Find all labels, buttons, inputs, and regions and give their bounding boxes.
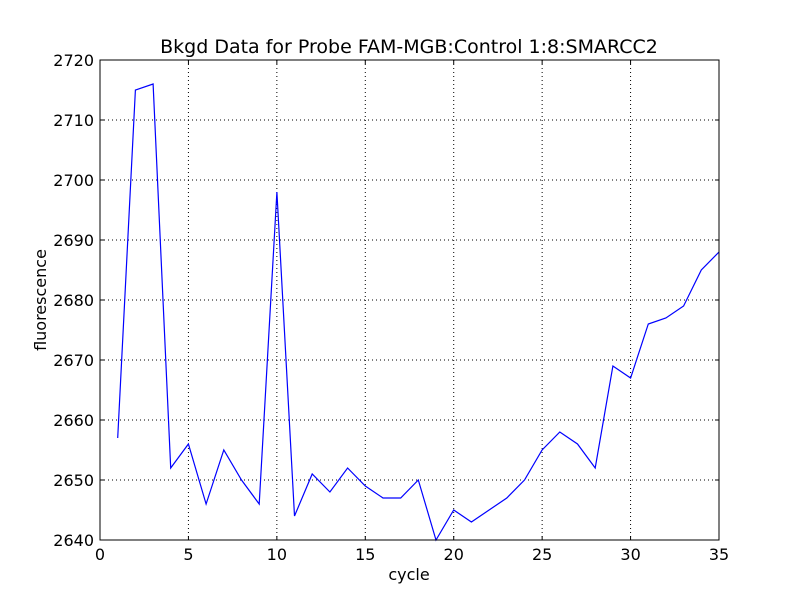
x-tick-label: 10 [267,545,287,564]
x-tick-label: 20 [444,545,464,564]
axis-ticks: 0 5 10 15 20 25 30 35 2640 2650 2660 2670 2680 2690 27… [53,51,729,564]
y-tick-label: 2660 [53,411,94,430]
y-tick-label: 2690 [53,231,94,250]
x-tick-label: 25 [532,545,552,564]
x-axis-label: cycle [388,565,429,584]
x-tick-label: 35 [709,545,729,564]
x-tick-label: 15 [355,545,375,564]
chart-title: Bkgd Data for Probe FAM-MGB:Control 1:8:… [160,36,658,58]
y-tick-label: 2710 [53,111,94,130]
x-tick-label: 5 [183,545,193,564]
grid-lines [100,60,719,540]
y-tick-label: 2680 [53,291,94,310]
y-tick-label: 2700 [53,171,94,190]
x-tick-label: 0 [95,545,105,564]
y-tick-label: 2640 [53,531,94,550]
x-tick-label: 30 [620,545,640,564]
y-axis-label: fluorescence [31,249,50,351]
series-group [117,83,720,542]
y-tick-label: 2670 [53,351,94,370]
series-line [117,83,720,542]
y-tick-label: 2650 [53,471,94,490]
y-tick-label: 2720 [53,51,94,70]
